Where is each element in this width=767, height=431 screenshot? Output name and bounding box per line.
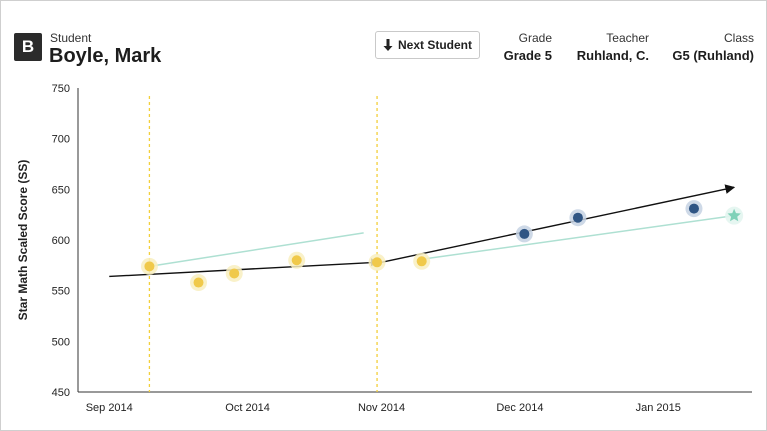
y-tick-label: 750 bbox=[52, 83, 70, 95]
grade-label: Grade bbox=[518, 31, 552, 45]
student-name: Boyle, Mark bbox=[49, 45, 162, 67]
student-label: Student bbox=[50, 31, 92, 45]
data-point bbox=[291, 255, 302, 266]
data-point bbox=[519, 228, 530, 239]
class-info: Class G5 (Ruhland) bbox=[672, 31, 754, 63]
x-tick-label: Dec 2014 bbox=[496, 402, 543, 414]
y-tick-label: 450 bbox=[52, 387, 70, 399]
trend-line bbox=[109, 261, 378, 278]
next-student-button[interactable]: Next Student bbox=[375, 31, 480, 59]
goal-star-icon bbox=[727, 208, 741, 222]
x-tick-label: Jan 2015 bbox=[636, 402, 681, 414]
grade-info: Grade Grade 5 bbox=[504, 31, 552, 63]
data-point bbox=[416, 256, 427, 267]
y-axis-title: Star Math Scaled Score (SS) bbox=[16, 160, 30, 321]
y-tick-label: 550 bbox=[52, 286, 70, 298]
data-point bbox=[372, 257, 383, 268]
grade-value: Grade 5 bbox=[503, 48, 552, 63]
data-point bbox=[688, 203, 699, 214]
section-badge: B bbox=[14, 33, 42, 61]
teacher-value: Ruhland, C. bbox=[576, 48, 649, 63]
teacher-label: Teacher bbox=[606, 31, 649, 45]
goal-line bbox=[149, 232, 364, 268]
class-label: Class bbox=[723, 31, 754, 45]
goal-line bbox=[421, 214, 735, 260]
data-point bbox=[193, 277, 204, 288]
y-tick-label: 700 bbox=[52, 134, 70, 146]
y-tick-label: 600 bbox=[52, 235, 70, 247]
x-tick-label: Nov 2014 bbox=[358, 402, 405, 414]
teacher-info: Teacher Ruhland, C. bbox=[577, 31, 649, 63]
class-value: G5 (Ruhland) bbox=[672, 48, 754, 63]
y-tick-label: 650 bbox=[52, 184, 70, 196]
data-point bbox=[572, 212, 583, 223]
data-point bbox=[229, 268, 240, 279]
trend-line bbox=[381, 184, 736, 263]
next-student-label: Next Student bbox=[397, 38, 472, 52]
data-point bbox=[144, 261, 155, 272]
x-tick-label: Oct 2014 bbox=[225, 402, 270, 414]
x-tick-label: Sep 2014 bbox=[86, 402, 133, 414]
y-tick-label: 500 bbox=[52, 336, 70, 348]
arrow-down-icon bbox=[383, 39, 393, 51]
